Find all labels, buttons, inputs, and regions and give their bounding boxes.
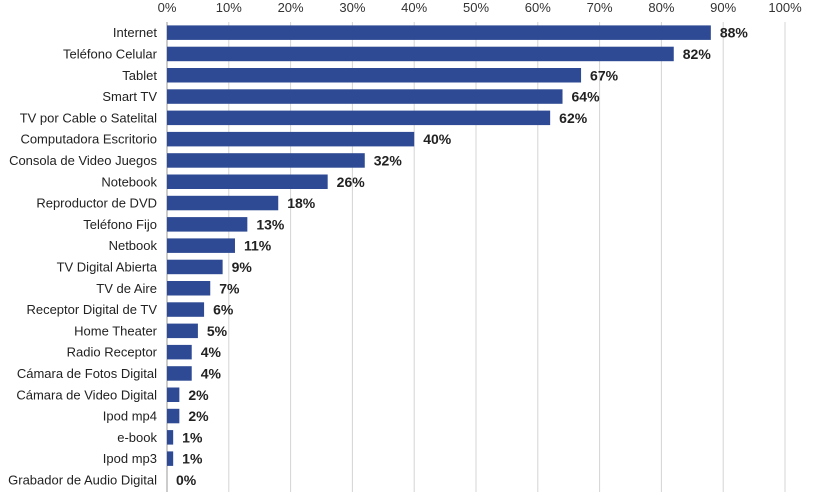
value-labels: 88% 82% 67% 64% 62% 40% 32% 26% 18%13% 11% 9% 7% 6% 5… [176, 25, 748, 488]
bar [167, 89, 563, 104]
data-label: 2% [188, 387, 209, 403]
bar [167, 323, 198, 339]
data-label: 2% [188, 408, 209, 424]
data-label: 40% [423, 131, 452, 147]
data-label: 6% [213, 302, 234, 318]
data-label: 13% [256, 216, 285, 232]
bar [167, 217, 248, 232]
data-label: 88% [720, 25, 749, 41]
category-label: Grabador de Audio Digital [8, 472, 157, 487]
category-label: TV de Aire [96, 281, 157, 296]
category-label: Reproductor de DVD [36, 196, 157, 211]
x-tick-label: 60% [525, 0, 551, 15]
data-label: 4% [201, 344, 222, 360]
category-label: Ipod mp4 [103, 409, 157, 424]
category-label: Teléfono Fijo [83, 217, 157, 232]
category-label: Internet [113, 25, 157, 40]
bar [167, 174, 328, 189]
bar [167, 195, 279, 211]
data-label: 67% [590, 67, 619, 83]
bar [167, 451, 174, 466]
data-label: 9% [232, 259, 253, 275]
data-label: 7% [219, 280, 240, 296]
x-tick-label: 40% [401, 0, 427, 15]
bar [167, 110, 551, 126]
data-label: 1% [182, 429, 203, 445]
x-tick-label: 90% [710, 0, 736, 15]
category-label: Smart TV [102, 89, 157, 104]
category-label: Cámara de Video Digital [16, 387, 157, 402]
category-label: Receptor Digital de TV [26, 302, 157, 317]
category-label: Radio Receptor [67, 345, 158, 360]
x-tick-label: 80% [648, 0, 674, 15]
data-label: 1% [182, 451, 203, 467]
x-tick-label: 50% [463, 0, 489, 15]
bar [167, 408, 180, 424]
data-label: 26% [337, 174, 366, 190]
x-tick-label: 20% [278, 0, 304, 15]
x-tick-label: 0% [158, 0, 177, 15]
bar [167, 68, 582, 83]
category-label: TV Digital Abierta [57, 259, 158, 274]
category-label: Consola de Video Juegos [9, 153, 157, 168]
category-label: e-book [117, 430, 157, 445]
data-label: 4% [201, 365, 222, 381]
category-label: Teléfono Celular [63, 46, 158, 61]
category-label: Home Theater [74, 323, 158, 338]
x-tick-label: 100% [768, 0, 802, 15]
data-label: 5% [207, 323, 228, 339]
bar [167, 238, 235, 253]
data-label: 62% [559, 110, 588, 126]
data-label: 11% [244, 238, 272, 254]
data-label: 32% [374, 152, 403, 168]
x-tick-label: 10% [216, 0, 242, 15]
x-tick-label: 70% [587, 0, 613, 15]
data-label: 18% [287, 195, 316, 211]
data-label: 64% [572, 89, 601, 105]
bar [167, 344, 192, 360]
bar [167, 430, 174, 445]
category-label: Netbook [109, 238, 158, 253]
category-label: Cámara de Fotos Digital [17, 366, 157, 381]
data-label: 0% [176, 472, 197, 488]
bar [167, 302, 205, 317]
x-tick-label: 30% [339, 0, 365, 15]
bar [167, 281, 211, 296]
bar [167, 25, 711, 40]
category-label: Computadora Escritorio [20, 132, 157, 147]
bars [167, 25, 711, 466]
category-label: Tablet [122, 68, 157, 83]
x-axis-tick-labels: 0% 10% 20% 30% 40% 50% 60% 70% 80% 90% 100% [158, 0, 802, 15]
category-label: Notebook [101, 174, 157, 189]
category-label: TV por Cable o Satelital [20, 110, 157, 125]
bar [167, 259, 223, 275]
category-label: Ipod mp3 [103, 451, 157, 466]
bar [167, 131, 415, 147]
bar [167, 153, 365, 168]
category-labels: Internet Teléfono Celular Tablet Smart TV TV… [8, 25, 158, 487]
bar [167, 366, 192, 381]
data-label: 82% [683, 46, 712, 62]
bar [167, 387, 180, 402]
bar [167, 46, 674, 62]
